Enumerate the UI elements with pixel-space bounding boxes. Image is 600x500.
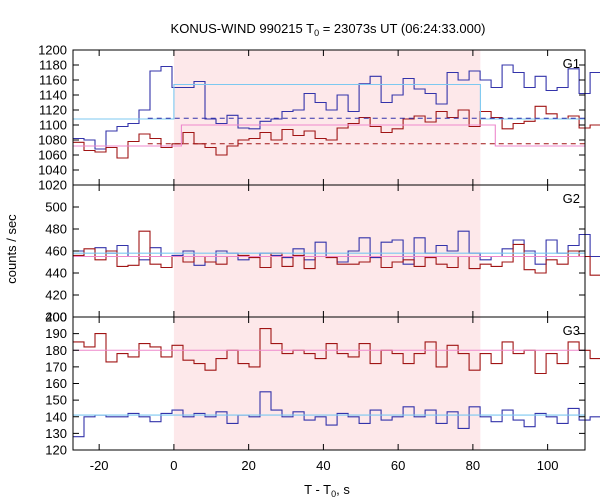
xtick-label-60: 60 — [391, 458, 405, 473]
panel-g3-ytick-label-150: 150 — [45, 393, 67, 408]
panel-g3-series-0-blue — [73, 391, 600, 438]
panel-g1-ytick-label-1180: 1180 — [39, 58, 67, 73]
panel-g3-series-1-red — [73, 328, 600, 375]
panel-g2-label: G2 — [563, 191, 580, 206]
panel-g2-ytick-label-420: 420 — [45, 288, 67, 303]
panel-g2-ytick-label-440: 440 — [45, 266, 67, 281]
xlabel-subscript: 0 — [331, 489, 336, 499]
panel-g1-series-2-cyan — [73, 83, 585, 120]
y-axis-label: counts / sec — [4, 214, 19, 284]
panel-g2: 400 420 440 460 480 500 G2 — [45, 184, 600, 325]
panel-g2-series-1-red — [73, 230, 600, 276]
title-subscript: 0 — [314, 28, 319, 38]
xlabel-main: T - T — [304, 482, 331, 497]
panel-g1-ytick-label-1060: 1060 — [38, 148, 67, 163]
panel-g3-shaded-interval — [173, 317, 481, 450]
xtick-label-80: 80 — [466, 458, 480, 473]
xtick-label-100: 100 — [537, 458, 559, 473]
panel-g1-ytick-label-1100: 1100 — [39, 118, 67, 133]
panel-g3-ytick-label-140: 140 — [45, 409, 67, 424]
panel-g1: 1020104010601080110011201140116011801200… — [38, 43, 600, 193]
panel-g3-ytick-label-200: 200 — [45, 310, 67, 325]
title-rest: = 23073s UT (06:24:33.000) — [319, 21, 485, 36]
panel-g1-ytick-label-1160: 1160 — [39, 73, 67, 88]
xtick-label-40: 40 — [316, 458, 330, 473]
x-axis-label: T - T0, s — [304, 482, 350, 499]
panel-g1-ytick-label-1200: 1200 — [38, 43, 67, 58]
panel-g3-label: G3 — [563, 323, 580, 338]
panel-g1-ytick-label-1080: 1080 — [38, 133, 67, 148]
panel-g1-ytick-label-1020: 1020 — [38, 178, 67, 193]
panel-g3-ytick-label-180: 180 — [45, 343, 67, 358]
panel-g1-shaded-interval — [173, 50, 481, 185]
panels: 1020104010601080110011201140116011801200… — [38, 43, 600, 473]
panel-g3-ytick-label-160: 160 — [45, 376, 67, 391]
title-main: KONUS-WIND 990215 T — [171, 21, 315, 36]
panel-g2-ytick-label-500: 500 — [45, 200, 67, 215]
panel-g1-label: G1 — [563, 56, 580, 71]
panel-g2-ytick-label-400: 400 — [45, 310, 67, 325]
xlabel-rest: , s — [336, 482, 350, 497]
xtick-label--20: -20 — [90, 458, 109, 473]
panel-g3-ytick-label-120: 120 — [45, 443, 67, 458]
xtick-label-20: 20 — [241, 458, 255, 473]
panel-g2-ytick-label-480: 480 — [45, 222, 67, 237]
panel-g3-ytick-label-170: 170 — [45, 359, 67, 374]
panel-g3-ytick-label-130: 130 — [45, 426, 67, 441]
panel-g2-ytick-label-460: 460 — [45, 244, 67, 259]
panel-g1-series-0-blue — [73, 64, 600, 150]
panel-g1-ytick-label-1140: 1140 — [39, 88, 67, 103]
panel-g1-ytick-label-1120: 1120 — [39, 103, 67, 118]
panel-g3-frame — [72, 316, 586, 451]
xtick-label-0: 0 — [170, 458, 177, 473]
panel-g1-series-1-red — [73, 105, 600, 159]
panel-g3-ytick-label-190: 190 — [45, 326, 67, 341]
panel-g1-ytick-label-1040: 1040 — [38, 163, 67, 178]
panel-g2-series-0-blue — [73, 230, 600, 266]
chart-title: KONUS-WIND 990215 T0 = 23073s UT (06:24:… — [171, 21, 486, 38]
panel-g1-series-3-pink — [73, 124, 585, 147]
